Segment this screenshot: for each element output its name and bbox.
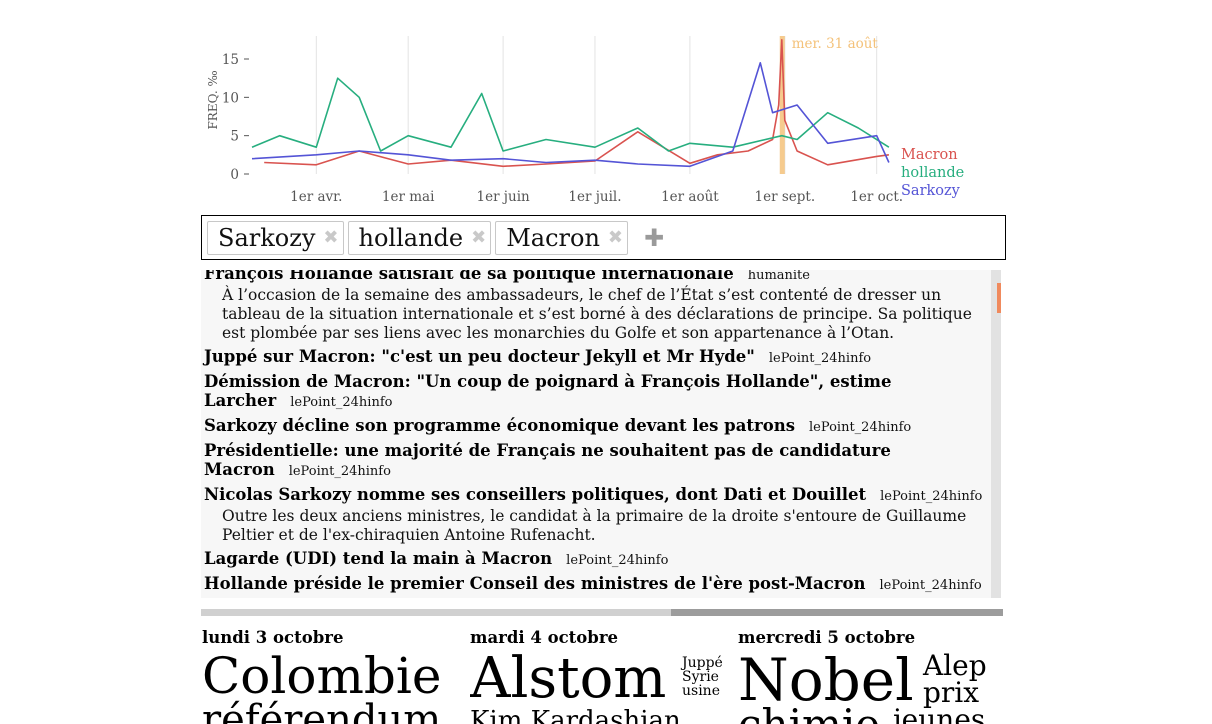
term-tag-macron[interactable]: Macron ✖ (495, 220, 628, 255)
x-tick-label: 1er oct. (850, 189, 903, 205)
cloud-word[interactable]: Kim Kardashian (470, 706, 681, 724)
article-title-text[interactable]: Démission de Macron: "Un coup de poignar… (204, 372, 892, 410)
article-title-text[interactable]: Nicolas Sarkozy nomme ses conseillers po… (204, 485, 867, 504)
term-tag-hollande[interactable]: hollande ✖ (347, 220, 492, 255)
article-source: humanite (747, 270, 810, 283)
cloud-word[interactable]: référendum (202, 697, 442, 724)
article-source: lePoint_24hinfo (880, 489, 983, 504)
day-label: mardi 4 octobre (470, 628, 619, 647)
term-tag-sarkozy[interactable]: Sarkozy ✖ (207, 220, 344, 255)
article-list[interactable]: François Hollande satisfait de sa politi… (201, 270, 1001, 598)
cloud-word[interactable]: chimie (738, 704, 880, 724)
highlight-label: mer. 31 août (792, 36, 879, 52)
article-source: lePoint_24hinfo (288, 464, 391, 479)
x-tick-label: 1er sept. (755, 189, 816, 205)
article-list-content: François Hollande satisfait de sa politi… (204, 270, 989, 598)
cloud-word[interactable]: Juppé (682, 655, 723, 671)
cloud-word[interactable]: Alep (923, 649, 987, 682)
y-tick-label: 15 (222, 52, 239, 68)
x-tick-label: 1er juin (476, 189, 530, 205)
y-tick-label: 0 (230, 167, 239, 183)
word-cloud: Colombie référendum (202, 648, 462, 724)
day-cloud-tuesday: mardi 4 octobre Alstom Juppé Syrie usine… (470, 628, 730, 724)
article-title[interactable]: Sarkozy décline son programme économique… (204, 416, 989, 437)
frequency-chart[interactable]: mer. 31 août 0 5 10 15 FREQ. ‰ 1er avr. 1er mai… (200, 30, 980, 212)
article-title[interactable]: Juppé sur Macron: "c'est un peu docteur … (204, 347, 989, 368)
article-title-text[interactable]: Présidentielle: une majorité de Français… (204, 441, 891, 479)
article-title[interactable]: Lagarde (UDI) tend la main à Macron lePoi… (204, 549, 989, 570)
article-source: lePoint_24hinfo (879, 578, 982, 593)
word-cloud: Nobel Alep prix chimie jeunes (738, 648, 998, 724)
article-title-text[interactable]: Lagarde (UDI) tend la main à Macron (204, 549, 553, 568)
article-source: lePoint_24hinfo (566, 553, 669, 568)
x-tick-label: 1er mai (382, 189, 435, 205)
article-title[interactable]: Nicolas Sarkozy nomme ses conseillers po… (204, 485, 989, 506)
x-tick-label: 1er août (661, 189, 719, 205)
highlight-band (779, 36, 785, 174)
article-title[interactable]: François Hollande satisfait de sa politi… (204, 270, 989, 285)
article-source: lePoint_24hinfo (290, 395, 393, 410)
add-term-icon[interactable]: ✚ (644, 223, 665, 252)
article-list-scroll-thumb[interactable] (997, 283, 1001, 313)
legend-item-macron: Macron (901, 147, 958, 163)
article-list-scrollbar[interactable] (991, 270, 1001, 598)
legend-item-hollande: hollande (901, 165, 964, 181)
article-source: lePoint_24hinfo (809, 420, 912, 435)
day-cloud-monday: lundi 3 octobre Colombie référendum (202, 628, 462, 724)
article-item: Sarkozy décline son programme économique… (204, 416, 989, 437)
cloud-word[interactable]: prix (923, 676, 980, 709)
article-item: Lagarde (UDI) tend la main à Macron lePoi… (204, 549, 989, 570)
cloud-word[interactable]: Alstom (470, 646, 667, 711)
term-label: Macron (506, 223, 600, 252)
article-title-text[interactable]: François Hollande satisfait de sa politi… (204, 270, 734, 283)
cloud-word[interactable]: Syrie (682, 669, 719, 685)
article-description: Outre les deux anciens ministres, le can… (222, 507, 967, 544)
close-icon[interactable]: ✖ (471, 227, 487, 248)
article-item: Nicolas Sarkozy nomme ses conseillers po… (204, 485, 989, 545)
article-item: Juppé sur Macron: "c'est un peu docteur … (204, 347, 989, 368)
article-source: lePoint_24hinfo (768, 351, 872, 366)
close-icon[interactable]: ✖ (323, 227, 339, 248)
article-item: Présidentielle: une majorité de Français… (204, 441, 989, 481)
term-label: hollande (358, 223, 464, 252)
article-title[interactable]: Hollande préside le premier Conseil des … (204, 574, 989, 595)
article-description: À l’occasion de la semaine des ambassade… (222, 286, 972, 342)
x-tick-label: 1er avr. (290, 189, 342, 205)
close-icon[interactable]: ✖ (607, 227, 623, 248)
article-item: François Hollande satisfait de sa politi… (204, 270, 989, 343)
day-label: mercredi 5 octobre (738, 628, 916, 647)
day-label: lundi 3 octobre (202, 628, 344, 647)
y-tick-label: 10 (222, 90, 239, 106)
day-cloud-wednesday: mercredi 5 octobre Nobel Alep prix chimi… (738, 628, 998, 724)
article-item: Démission de Macron: "Un coup de poignar… (204, 372, 989, 412)
series-line-macron (264, 39, 890, 168)
y-tick-label: 5 (230, 129, 239, 145)
article-title-text[interactable]: Sarkozy décline son programme économique… (204, 416, 796, 435)
article-title-text[interactable]: Hollande préside le premier Conseil des … (204, 574, 866, 593)
article-title-text[interactable]: Juppé sur Macron: "c'est un peu docteur … (204, 347, 755, 366)
word-cloud: Alstom Juppé Syrie usine Kim Kardashian (470, 648, 730, 724)
search-terms-bar[interactable]: Sarkozy ✖ hollande ✖ Macron ✖ ✚ (201, 215, 1006, 260)
series-line-sarkozy (251, 61, 890, 168)
article-title[interactable]: Présidentielle: une majorité de Français… (204, 441, 989, 481)
cloud-word[interactable]: Nobel (738, 646, 914, 714)
cloud-word[interactable]: usine (682, 683, 720, 699)
cloud-word[interactable]: jeunes (893, 703, 986, 724)
x-tick-label: 1er juil. (568, 189, 621, 205)
cloud-word[interactable]: Colombie (202, 647, 442, 705)
term-label: Sarkozy (218, 223, 316, 252)
y-axis-label: FREQ. ‰ (206, 70, 220, 129)
article-title[interactable]: Démission de Macron: "Un coup de poignar… (204, 372, 989, 412)
article-item: Hollande préside le premier Conseil des … (204, 574, 989, 595)
series-line-hollande (251, 77, 890, 152)
legend-item-sarkozy: Sarkozy (901, 183, 961, 199)
timeline-scroll-thumb[interactable] (201, 609, 671, 616)
